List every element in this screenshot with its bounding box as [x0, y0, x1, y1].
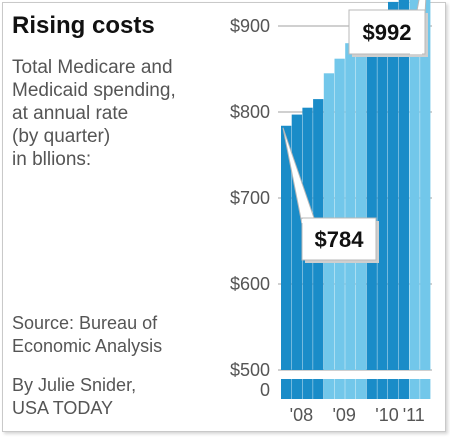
x-year-label: '09: [332, 405, 355, 425]
x-year-label: '08: [290, 405, 313, 425]
y-tick-label: $900: [230, 16, 270, 36]
x-year-label: '10: [375, 405, 398, 425]
callout-box: [301, 217, 377, 261]
bar-base-segment: [398, 379, 409, 399]
x-year-label: '11: [403, 405, 425, 425]
bar-base-segment: [302, 379, 313, 399]
y-tick-label: $500: [230, 360, 270, 380]
byline-line: USA TODAY: [12, 398, 114, 418]
bar-base-segment: [420, 379, 431, 399]
y-tick-label-zero: 0: [260, 380, 270, 400]
chart-description: Total Medicare and Medicaid spending, at…: [12, 56, 212, 171]
description-line: Medicaid spending,: [12, 80, 176, 101]
source-line: Source: Bureau of: [12, 313, 158, 333]
bar-base-segment: [409, 379, 420, 399]
callout-box: [348, 9, 426, 55]
y-tick-label: $600: [230, 274, 270, 294]
bar: [420, 0, 431, 370]
bar: [366, 32, 377, 371]
y-tick-label: $700: [230, 188, 270, 208]
data-label: $784: [315, 227, 365, 252]
bar: [345, 43, 356, 370]
byline-line: By Julie Snider,: [12, 375, 137, 395]
bar: [281, 125, 292, 370]
bar: [409, 0, 420, 370]
bar-base-segment: [291, 379, 302, 399]
bar-base-segment: [313, 379, 324, 399]
bar-base-segment: [366, 379, 377, 399]
bar-base-segment: [345, 379, 356, 399]
y-tick-label: $800: [230, 102, 270, 122]
bar: [377, 25, 388, 370]
bar-base-segment: [281, 379, 292, 399]
description-line: Total Medicare and: [12, 57, 173, 78]
bar: [398, 0, 409, 370]
description-line: in bllions:: [12, 149, 92, 170]
bar-base-segment: [377, 379, 388, 399]
bar-base-segment: [355, 379, 367, 399]
bar-base-segment: [323, 379, 335, 399]
bar: [291, 114, 302, 370]
source-note: Source: Bureau of Economic Analysis: [12, 312, 162, 358]
data-label: $992: [363, 20, 412, 45]
bar: [388, 1, 399, 370]
byline: By Julie Snider, USA TODAY: [12, 374, 136, 420]
bar: [334, 58, 345, 371]
bar-base-segment: [388, 379, 399, 399]
source-line: Economic Analysis: [12, 336, 163, 356]
chart-title: Rising costs: [12, 12, 155, 39]
bar-base-segment: [334, 379, 345, 399]
description-line: (by quarter): [12, 126, 111, 147]
description-line: at annual rate: [12, 103, 129, 124]
bar: [355, 43, 367, 370]
